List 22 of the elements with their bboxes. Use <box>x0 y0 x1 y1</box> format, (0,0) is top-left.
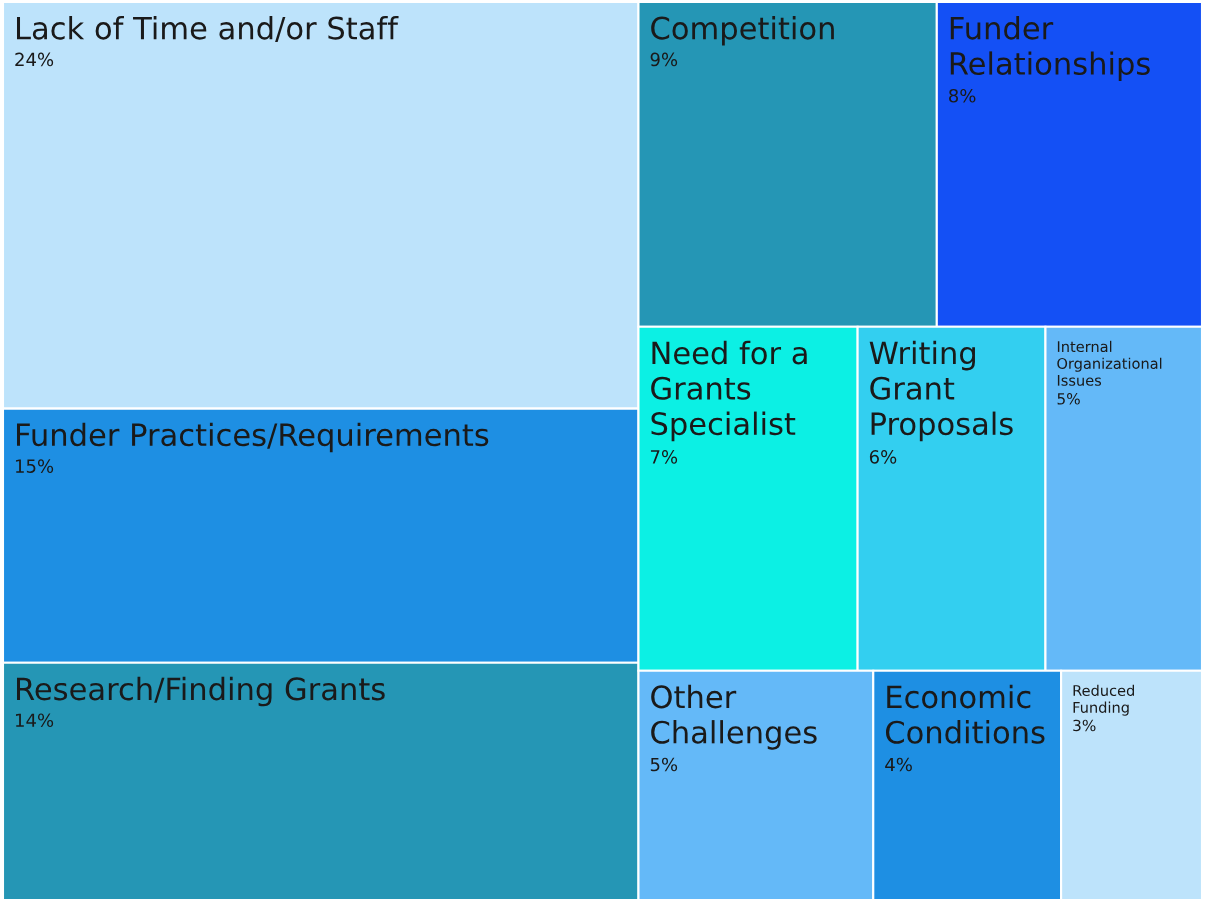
data-label: 7% <box>650 450 678 464</box>
data-label: 4% <box>885 757 912 772</box>
data-label: 6% <box>869 450 897 464</box>
data-label: 3% <box>1073 719 1096 732</box>
data-label: 8% <box>949 88 976 103</box>
data-label: 5% <box>650 757 678 772</box>
category-label: Need for a Grants Specialist <box>651 340 807 442</box>
category-label: Economic Conditions <box>885 684 1045 744</box>
data-label: 24% <box>15 52 54 67</box>
category-label: Other Challenges <box>651 684 817 750</box>
category-label: Funder Practices/Requirements <box>17 422 489 453</box>
category-label: Internal Organizational Issues <box>1057 340 1162 386</box>
category-label: Research/Finding Grants <box>17 676 385 707</box>
category-label: Reduced Funding <box>1073 684 1134 716</box>
category-label: Lack of Time and/or Staff <box>17 16 399 43</box>
data-label: 15% <box>15 459 54 473</box>
category-label: Funder Relationships <box>950 16 1150 81</box>
category-label: Competition <box>651 16 834 46</box>
category-label: Writing Grant Proposals <box>869 340 1013 442</box>
data-label: 9% <box>650 52 678 67</box>
data-label: 5% <box>1057 393 1080 405</box>
data-label: 14% <box>15 713 54 728</box>
